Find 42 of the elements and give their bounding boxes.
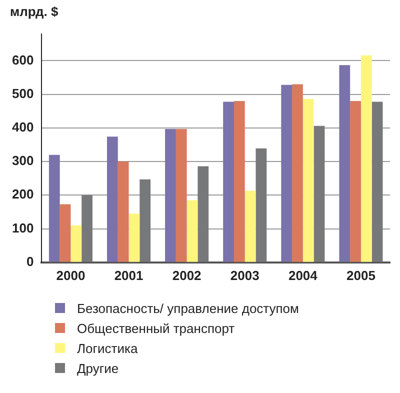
y-tick-label: 0 — [26, 254, 34, 269]
bar — [302, 99, 314, 262]
bar — [140, 179, 151, 262]
legend-label: Логистика — [77, 340, 138, 356]
legend-label: Общественный транспорт — [77, 320, 235, 336]
bar — [314, 126, 325, 262]
bar — [70, 225, 82, 262]
bar — [360, 55, 372, 262]
x-tick-label: 2000 — [56, 268, 86, 283]
bar — [118, 162, 129, 262]
bar — [165, 128, 176, 262]
y-tick-label: 200 — [12, 186, 34, 202]
legend-label: Другие — [77, 360, 119, 376]
bar — [244, 190, 256, 262]
y-tick-label: 100 — [12, 220, 34, 236]
x-tick-label: 2002 — [172, 268, 202, 283]
bar — [176, 128, 187, 262]
bar — [186, 200, 198, 262]
bar — [128, 214, 140, 262]
x-tick-label: 2005 — [346, 268, 376, 283]
bar — [82, 195, 92, 262]
x-tick-label: 2004 — [288, 268, 318, 283]
y-tick-label: 600 — [12, 52, 34, 68]
y-axis-title: млрд. $ — [10, 4, 58, 19]
bar — [234, 101, 245, 262]
y-tick-label: 300 — [12, 153, 34, 168]
bar — [48, 154, 60, 262]
legend-label: Безопасность/ управление доступом — [77, 300, 299, 316]
bar — [339, 65, 350, 262]
y-tick-label: 400 — [12, 120, 34, 135]
y-tick-label: 500 — [12, 86, 34, 101]
bar — [107, 136, 118, 262]
bar — [256, 148, 267, 262]
bar — [60, 204, 71, 262]
bar — [281, 84, 292, 262]
bar — [223, 102, 234, 262]
x-tick-label: 2003 — [230, 268, 260, 283]
bar — [372, 102, 383, 262]
bar — [350, 101, 361, 262]
x-tick-label: 2001 — [114, 268, 144, 283]
bar — [198, 166, 209, 262]
bar — [292, 84, 303, 262]
